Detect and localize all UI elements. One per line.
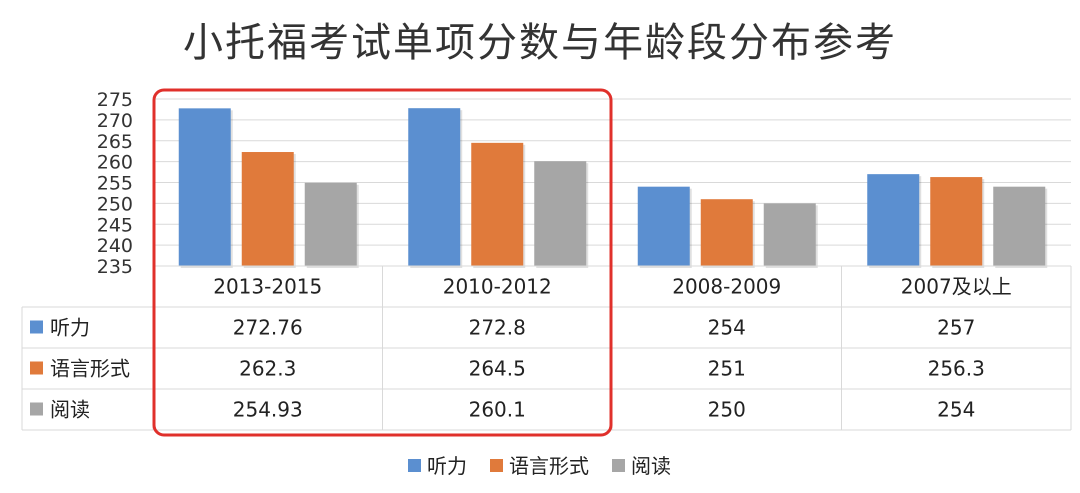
bar (637, 186, 690, 266)
bar (930, 177, 983, 266)
bar (867, 174, 920, 266)
series-swatch (30, 320, 43, 334)
legend: 听力 语言形式 阅读 (408, 454, 671, 478)
data-cell: 256.3 (928, 357, 985, 381)
series-swatch (30, 402, 43, 416)
bar (993, 186, 1046, 266)
bars (178, 108, 1048, 269)
legend-swatch (490, 459, 503, 472)
bar (241, 152, 294, 266)
legend-swatch (612, 459, 625, 472)
legend-swatch (408, 459, 421, 472)
y-tick-label: 255 (97, 173, 133, 195)
chart-title: 小托福考试单项分数与年龄段分布参考 (183, 20, 897, 66)
data-cell: 257 (937, 316, 975, 340)
y-tick-label: 240 (97, 235, 133, 257)
data-cell: 254 (937, 398, 975, 422)
bar (304, 182, 357, 266)
y-tick-label: 250 (97, 193, 133, 215)
data-cell: 262.3 (239, 357, 296, 381)
highlight-box (152, 88, 613, 437)
series-name: 语言形式 (50, 357, 130, 381)
data-cell: 254.93 (233, 398, 303, 422)
bar (408, 108, 461, 266)
y-tick-label: 265 (97, 131, 133, 153)
data-cell: 251 (708, 357, 746, 381)
series-swatch (30, 361, 43, 375)
category-label: 2007及以上 (901, 275, 1012, 299)
category-label: 2010-2012 (443, 275, 552, 299)
legend-label: 听力 (427, 454, 467, 478)
y-tick-label: 245 (97, 214, 133, 236)
data-cell: 272.8 (469, 316, 526, 340)
data-cell: 254 (708, 316, 746, 340)
data-cell: 260.1 (469, 398, 526, 422)
data-cell: 250 (708, 398, 746, 422)
category-label: 2008-2009 (672, 275, 781, 299)
highlight-rect (152, 88, 613, 437)
bar (178, 108, 231, 267)
series-name: 听力 (50, 316, 90, 340)
bar (471, 142, 524, 266)
data-cell: 272.76 (233, 316, 303, 340)
legend-label: 语言形式 (509, 454, 589, 478)
bar (700, 199, 753, 266)
bar (534, 161, 587, 266)
y-tick-label: 260 (97, 152, 133, 174)
series-name: 阅读 (50, 398, 90, 422)
y-tick-label: 275 (97, 89, 133, 111)
bar (763, 203, 816, 266)
y-tick-label: 270 (97, 110, 133, 132)
data-cell: 264.5 (469, 357, 526, 381)
legend-label: 阅读 (631, 454, 671, 478)
y-tick-label: 235 (97, 256, 133, 278)
category-label: 2013-2015 (213, 275, 322, 299)
